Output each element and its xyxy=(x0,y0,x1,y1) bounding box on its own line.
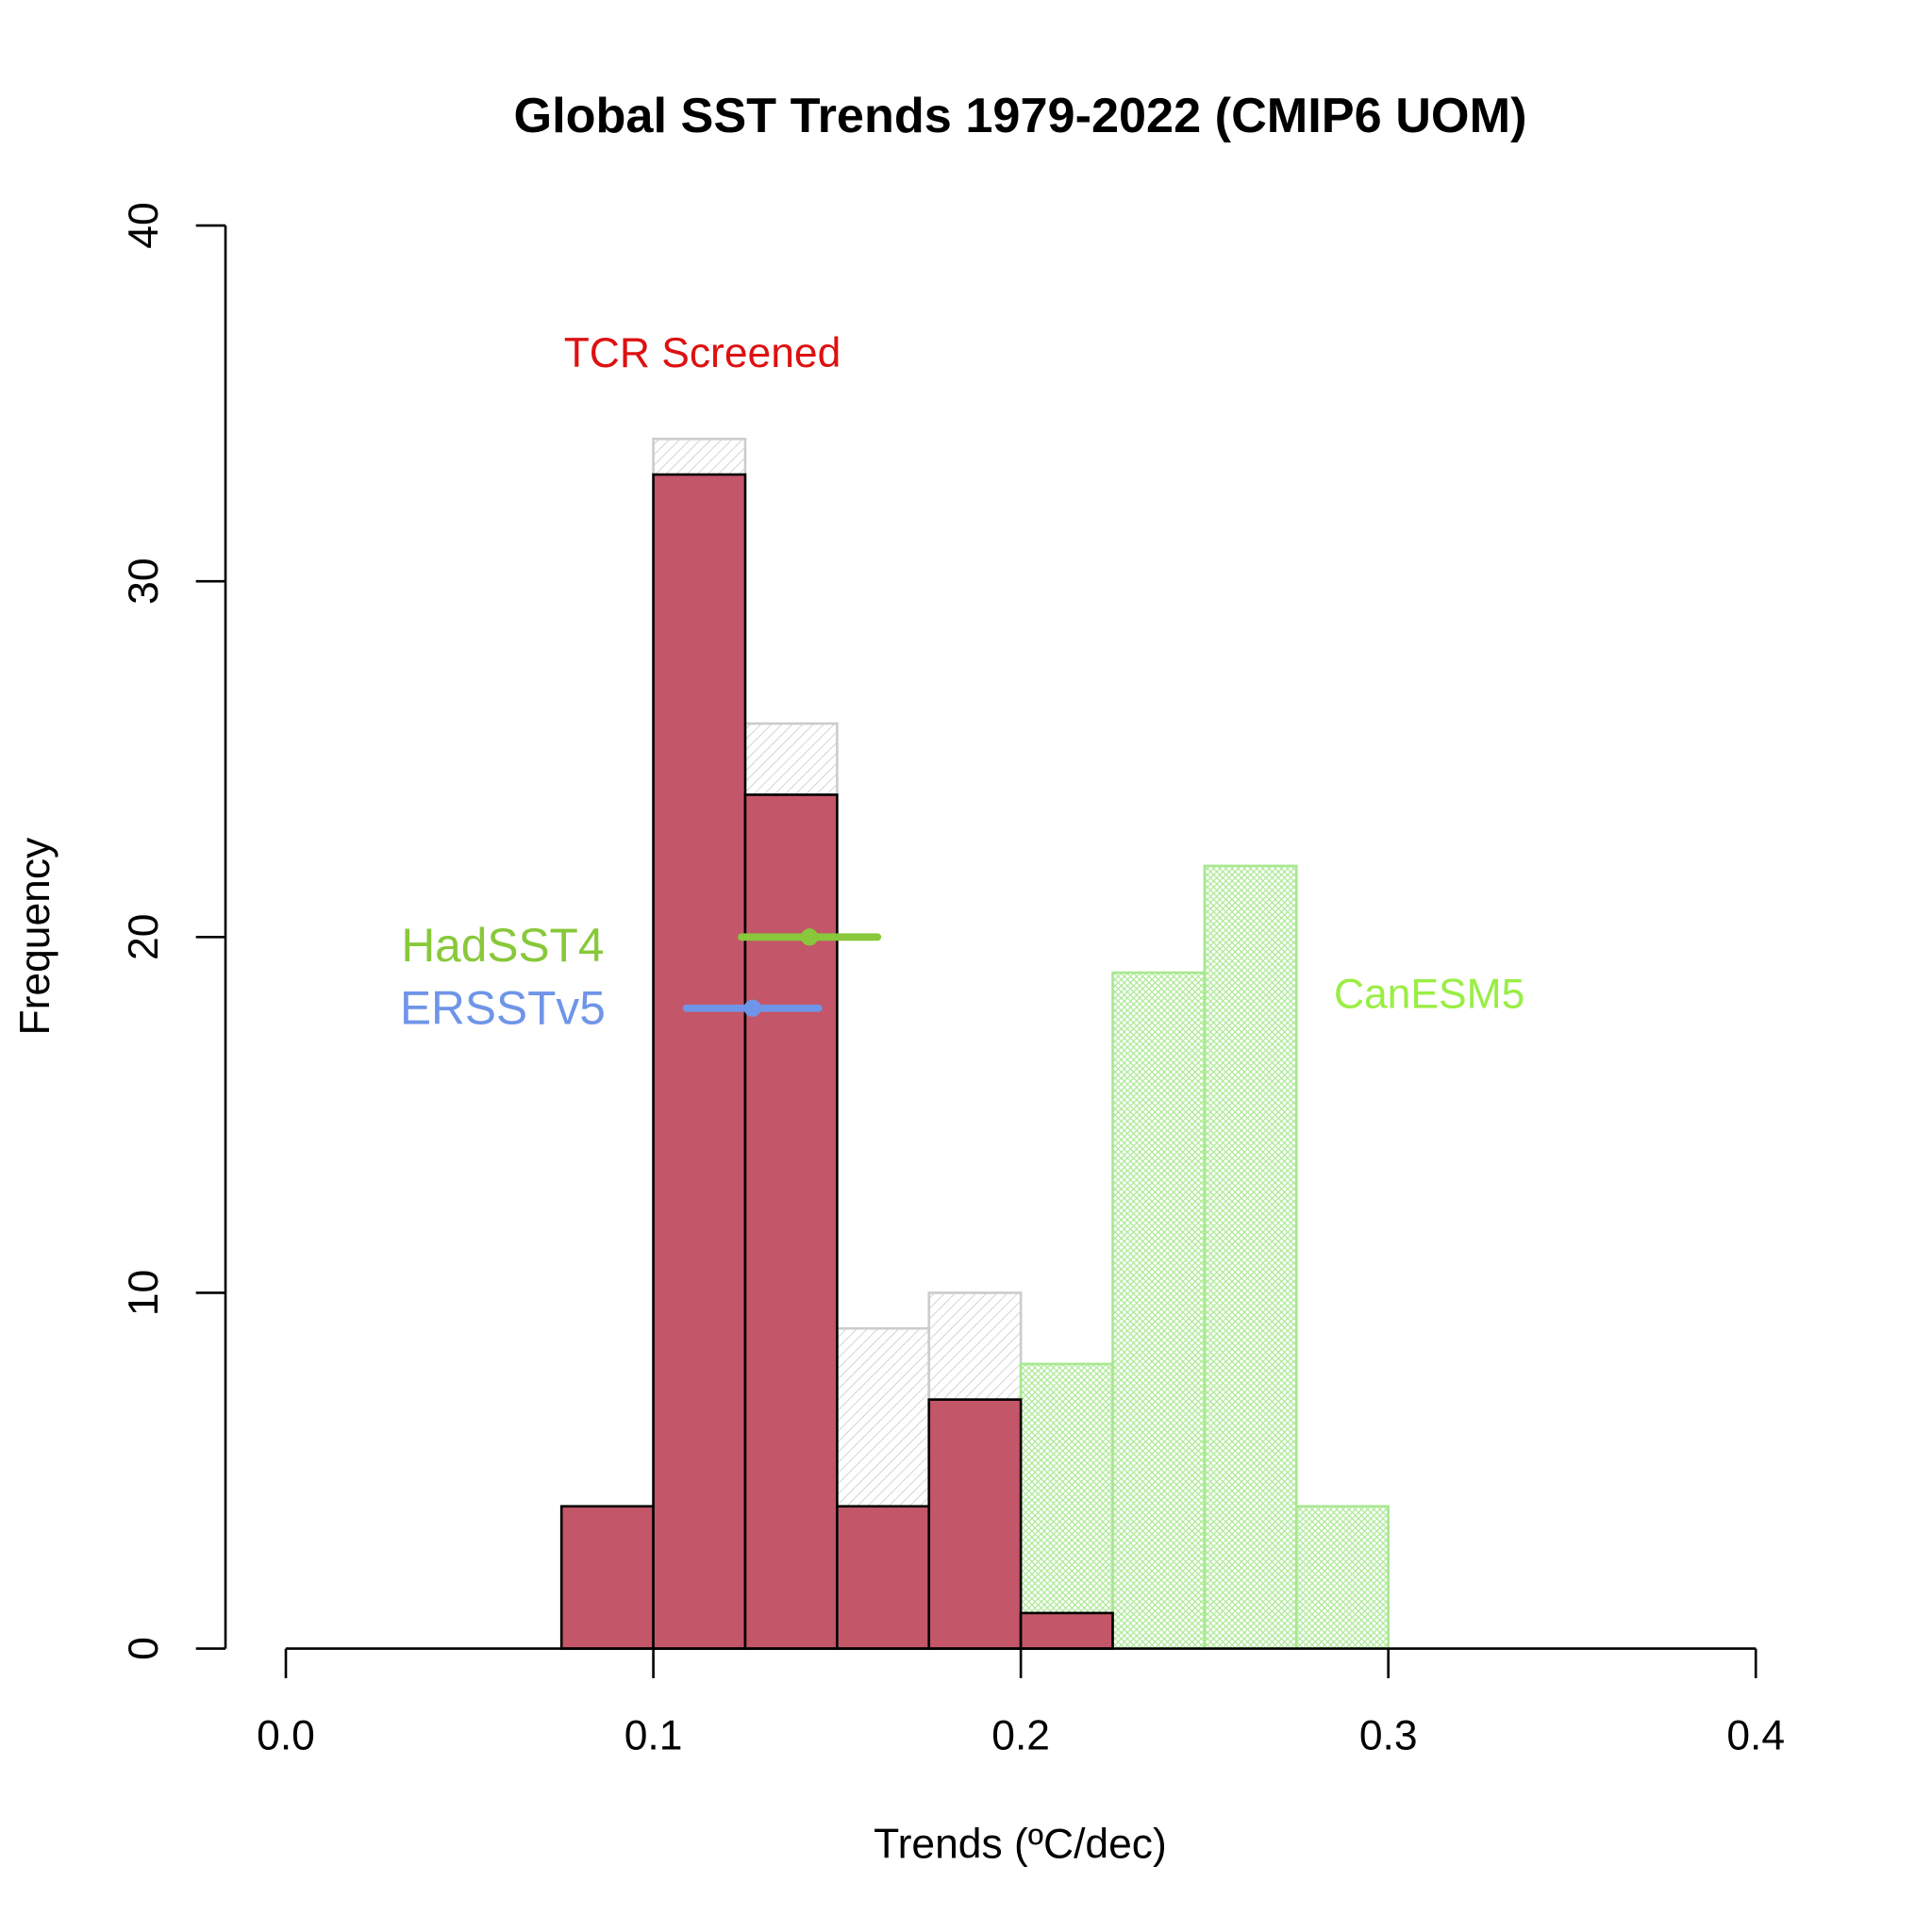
bar-solid-4 xyxy=(927,1398,1023,1650)
y-tick-label: 40 xyxy=(121,202,167,248)
label-ersstv5: ERSSTv5 xyxy=(400,981,606,1034)
x-tick-label: 0.1 xyxy=(625,1713,683,1759)
x-axis-label: Trends (ºC/dec) xyxy=(874,1822,1167,1868)
obs-point-ERSSTv5 xyxy=(743,999,761,1017)
observations xyxy=(682,928,882,1017)
x-tick-label: 0.3 xyxy=(1359,1713,1418,1759)
chart-title: Global SST Trends 1979-2022 (CMIP6 UOM) xyxy=(513,89,1526,143)
bar-solid-5 xyxy=(1019,1611,1114,1650)
x-tick-label: 0.2 xyxy=(991,1713,1050,1759)
label-hadsst4: HadSST4 xyxy=(401,919,604,972)
bar-green-crosshatch-0 xyxy=(1019,1362,1114,1650)
bars xyxy=(559,437,1390,1650)
x-tick-label: 0.4 xyxy=(1726,1713,1785,1759)
y-axis-label: Frequency xyxy=(12,837,58,1036)
y-tick-label: 10 xyxy=(121,1270,167,1316)
bar-solid-3 xyxy=(836,1505,931,1650)
y-tick-label: 0 xyxy=(121,1637,167,1660)
annotation-canesm5: CanESM5 xyxy=(1334,971,1524,1017)
bar-green-crosshatch-2 xyxy=(1203,864,1298,1650)
bar-green-crosshatch-1 xyxy=(1111,971,1207,1650)
annotation-tcr-screened: TCR Screened xyxy=(564,330,841,376)
bar-solid-2 xyxy=(743,793,839,1650)
y-tick-label: 20 xyxy=(121,914,167,960)
bar-green-crosshatch-3 xyxy=(1294,1505,1390,1650)
obs-point-HadSST4 xyxy=(800,928,819,946)
axes: 0.0 0.1 0.2 0.3 0.4 0 10 20 30 40 xyxy=(121,202,1785,1758)
y-tick-label: 30 xyxy=(121,558,167,604)
x-tick-label: 0.0 xyxy=(257,1713,315,1759)
bar-solid-1 xyxy=(652,473,747,1650)
bar-solid-0 xyxy=(559,1505,655,1650)
